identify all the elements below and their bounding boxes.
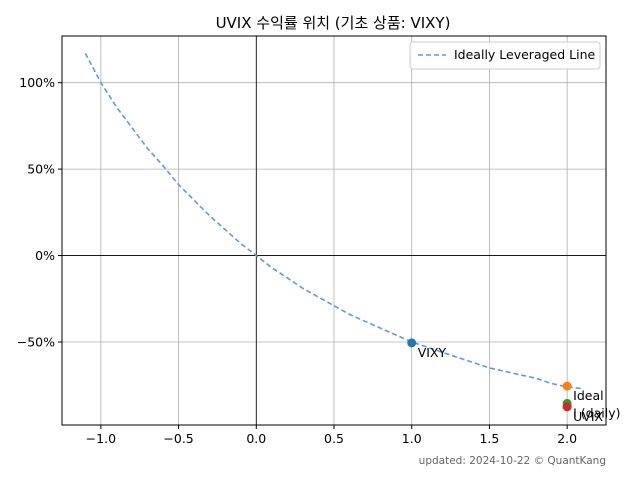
x-ticks: −1.0 −0.5 0.0 0.5 1.0 1.5 2.0 — [86, 425, 577, 446]
y-tick-label: 100% — [19, 75, 55, 90]
legend-label: Ideally Leveraged Line — [454, 47, 596, 62]
points-layer — [407, 338, 572, 412]
y-tick-label: −50% — [17, 335, 55, 350]
annotation-uvix: UVIX — [573, 409, 603, 424]
x-tick-label: 1.0 — [402, 431, 422, 446]
point-uvix — [562, 402, 572, 412]
x-tick-label: 0.5 — [324, 431, 344, 446]
legend-box — [409, 41, 601, 70]
y-tick-label: 50% — [27, 162, 55, 177]
y-ticks: −50% 0% 50% 100% — [17, 75, 62, 350]
annotation-i-daily-: I (daily) — [573, 405, 620, 420]
annotations: VIXY Ideal I (daily)UVIX — [418, 345, 621, 424]
grid — [62, 36, 606, 425]
curve-layer — [84, 52, 583, 390]
legend: Ideally Leveraged Line — [409, 41, 601, 70]
x-tick-label: −1.0 — [86, 431, 116, 446]
chart-title: UVIX 수익률 위치 (기초 상품: VIXY) — [216, 14, 451, 32]
footer-text: updated: 2024-10-22 © QuantKang — [419, 455, 606, 467]
ideally-leveraged-line — [84, 52, 583, 390]
x-tick-label: 2.0 — [557, 431, 577, 446]
annotation-vixy: VIXY — [418, 345, 447, 360]
x-tick-label: 1.5 — [479, 431, 499, 446]
x-tick-label: 0.0 — [246, 431, 266, 446]
point-ideal — [562, 381, 572, 391]
x-tick-label: −0.5 — [163, 431, 193, 446]
point-vixy — [407, 338, 417, 348]
annotation-ideal: Ideal — [573, 388, 603, 403]
zero-axes — [62, 36, 606, 425]
y-tick-label: 0% — [35, 248, 55, 263]
